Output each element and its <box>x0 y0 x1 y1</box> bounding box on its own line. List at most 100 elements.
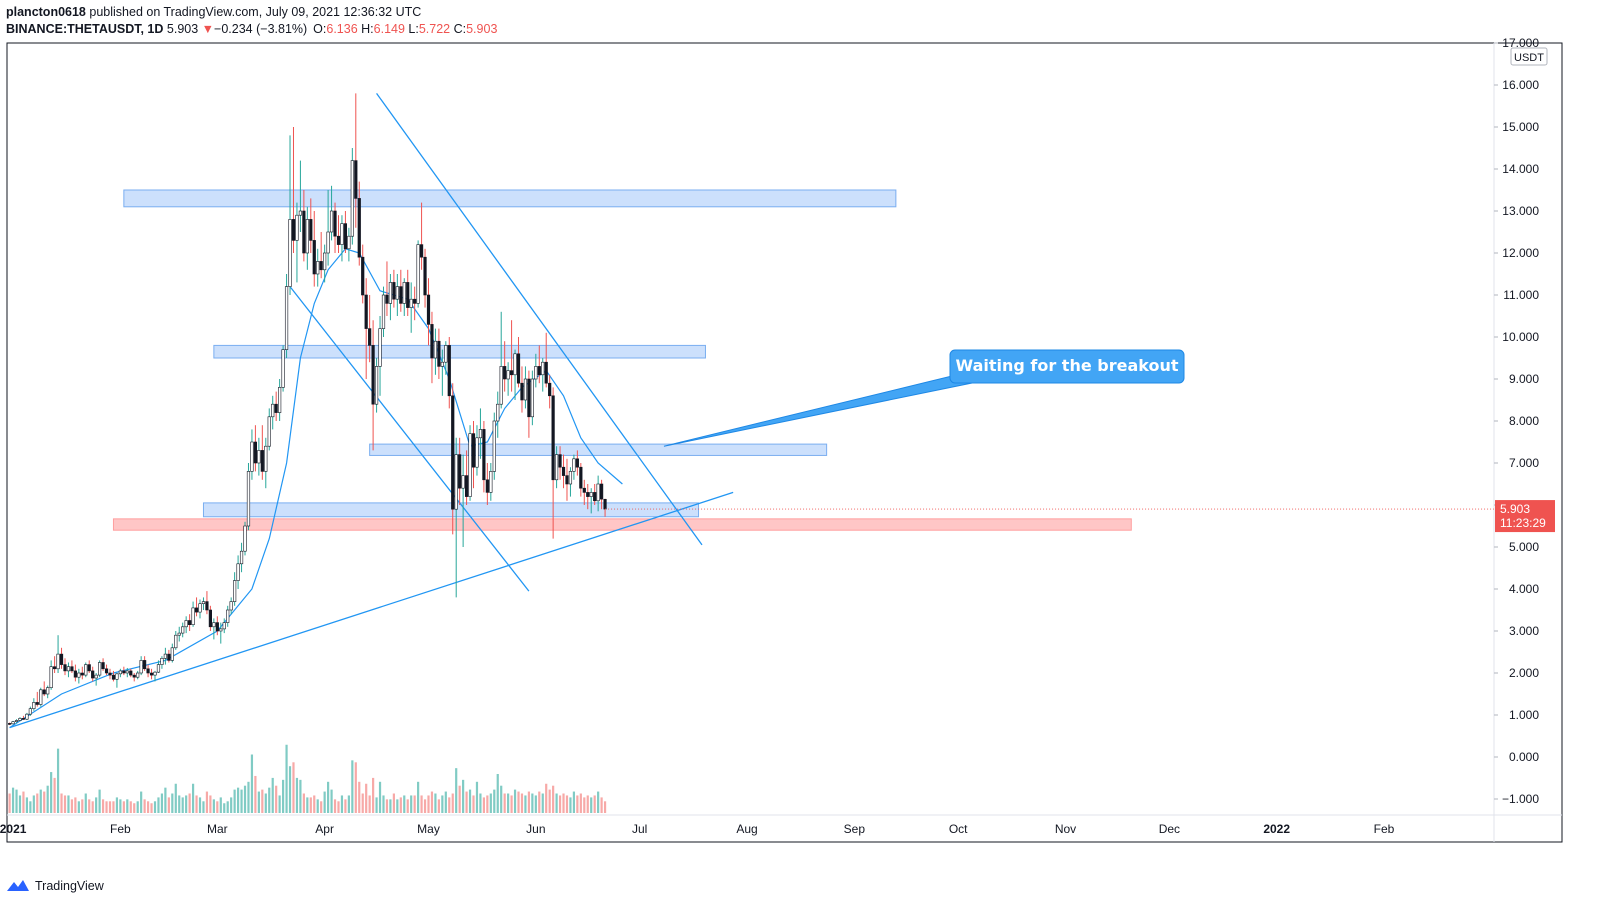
candle-body <box>381 294 386 329</box>
time-tick-label: Mar <box>207 822 228 836</box>
volume-bar <box>444 791 447 813</box>
volume-bar <box>316 799 319 813</box>
volume-bar <box>548 789 551 813</box>
volume-bar <box>205 791 209 813</box>
volume-bar <box>254 775 257 813</box>
volume-bar <box>538 791 541 813</box>
volume-bar <box>358 781 361 813</box>
volume-bar <box>18 795 22 813</box>
volume-bar <box>11 787 15 813</box>
time-tick-label: Sep <box>844 822 866 836</box>
price-tick-label: 1.000 <box>1509 708 1539 722</box>
candle-body <box>409 298 413 308</box>
volume-bar <box>545 783 548 813</box>
volume-bar <box>590 797 593 813</box>
volume-bar <box>63 795 67 813</box>
volume-bar <box>479 793 482 813</box>
volume-bar <box>569 797 572 813</box>
candle-body <box>451 395 455 510</box>
candle-body <box>419 244 424 258</box>
candle-body <box>160 657 164 665</box>
candle-body <box>233 580 237 602</box>
volume-bar <box>136 801 139 813</box>
price-tick-label: 5.000 <box>1509 540 1539 554</box>
volume-bar <box>243 785 247 813</box>
candle-body <box>548 382 552 397</box>
candle-body <box>586 492 590 497</box>
volume-bar <box>46 785 49 813</box>
candle-body <box>39 689 43 705</box>
volume-bar <box>368 795 371 813</box>
volume-bar <box>233 789 236 813</box>
volume-bar <box>417 781 420 813</box>
volume-bar <box>67 795 70 813</box>
candle-body <box>139 660 143 674</box>
volume-bar <box>105 801 108 813</box>
time-tick-label: Feb <box>110 822 131 836</box>
author-name[interactable]: plancton0618 <box>6 5 86 19</box>
candle-body <box>28 708 32 715</box>
candle-body <box>316 261 320 275</box>
candle-body <box>198 603 202 613</box>
volume-bar <box>562 793 565 813</box>
volume-bar <box>513 789 517 813</box>
symbol-name[interactable]: BINANCE:THETAUSDT, 1D <box>6 22 164 36</box>
volume-bar <box>347 795 350 813</box>
candle-body <box>177 632 181 636</box>
candle-body <box>402 282 406 304</box>
candle-body <box>153 671 157 676</box>
volume-bar <box>323 791 326 813</box>
volume-bar <box>181 797 184 813</box>
volume-bar <box>268 787 271 813</box>
candle-body <box>271 403 275 418</box>
price-tick-label: 17.000 <box>1502 36 1539 50</box>
candle-body <box>219 628 223 632</box>
volume-bar <box>295 777 299 813</box>
candle-body <box>118 670 122 675</box>
volume-bar <box>555 793 558 813</box>
volume-bar <box>486 795 489 813</box>
time-tick-label: Jul <box>632 822 647 836</box>
volume-bar <box>285 744 288 813</box>
candle-body <box>593 492 597 502</box>
volume-bar <box>185 795 188 813</box>
resistance-zone <box>213 344 706 359</box>
candle-body <box>129 670 133 676</box>
volume-bar <box>344 799 347 813</box>
volume-bar <box>101 799 105 813</box>
volume-bar <box>399 797 402 813</box>
candle-body <box>115 673 119 680</box>
down-triangle-icon: ▼ <box>201 22 215 36</box>
volume-bar <box>572 791 576 813</box>
volume-bar <box>77 801 80 813</box>
volume-bar <box>500 785 503 813</box>
candle-body <box>513 353 517 376</box>
candle-body <box>46 687 50 695</box>
candle-body <box>392 282 396 300</box>
volume-bar <box>531 793 534 813</box>
volume-bar <box>320 801 323 813</box>
candle-body <box>388 282 393 304</box>
volume-bar <box>496 774 499 813</box>
candle-body <box>378 328 382 367</box>
volume-bar <box>340 795 344 813</box>
candle-body <box>295 214 299 241</box>
volume-bar <box>129 801 132 813</box>
volume-bar <box>133 803 136 813</box>
volume-bar <box>365 783 368 813</box>
chart-frame <box>6 42 1563 843</box>
price-tick-label: 4.000 <box>1509 582 1539 596</box>
volume-bar <box>275 785 278 813</box>
candle-body <box>458 454 462 489</box>
candle-body <box>333 210 337 237</box>
time-tick-label: Nov <box>1055 822 1076 836</box>
time-tick-label: Aug <box>736 822 757 836</box>
candle-body <box>471 433 476 468</box>
volume-bar <box>385 799 389 813</box>
last-price-value: 5.903 <box>1500 502 1530 516</box>
tradingview-branding[interactable]: TradingView <box>6 878 104 894</box>
candle-body <box>523 378 528 401</box>
volume-bar <box>247 781 250 813</box>
candle-body <box>336 235 341 245</box>
